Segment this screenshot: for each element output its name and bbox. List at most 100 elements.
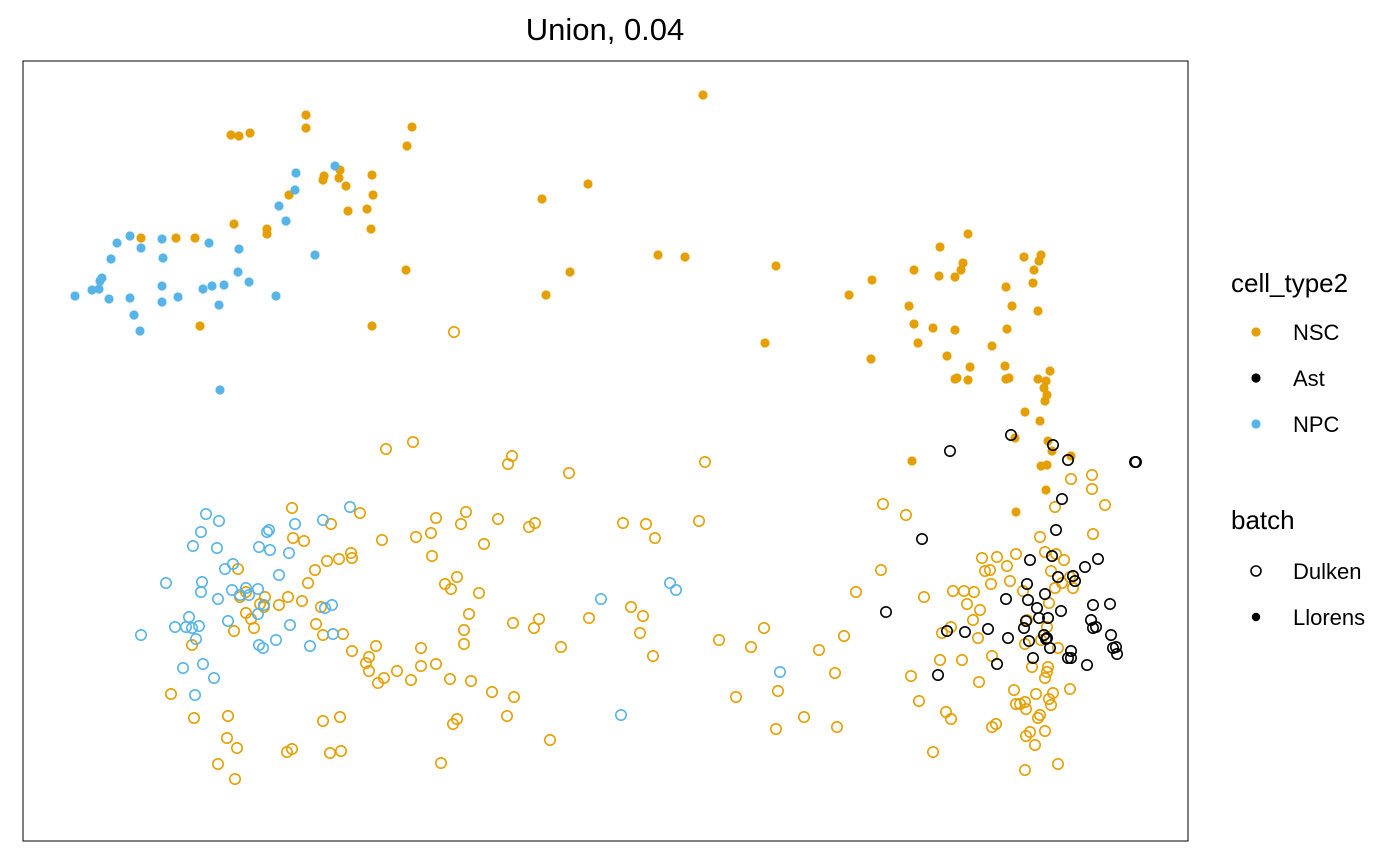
- data-point: [326, 627, 339, 640]
- data-point: [447, 325, 460, 338]
- data-point: [712, 633, 725, 646]
- data-point: [165, 687, 178, 700]
- data-point: [1046, 549, 1059, 562]
- data-point: [325, 598, 338, 611]
- data-point: [353, 506, 366, 519]
- legend-key: [1251, 419, 1261, 429]
- data-point: [1042, 611, 1055, 624]
- data-point: [95, 276, 105, 286]
- data-point: [522, 520, 535, 533]
- data-point: [1022, 634, 1035, 647]
- data-point: [1105, 628, 1118, 641]
- data-point: [369, 639, 382, 652]
- data-point: [401, 265, 411, 275]
- data-point: [899, 508, 912, 521]
- data-point: [917, 590, 930, 603]
- data-point: [950, 272, 960, 282]
- data-point: [812, 643, 825, 656]
- data-point: [1040, 632, 1053, 645]
- legend: cell_type2 NSC Ast NPC batch Dulken Llorens: [1231, 268, 1365, 630]
- data-point: [222, 614, 235, 627]
- data-point: [1041, 376, 1051, 386]
- data-point: [243, 588, 256, 601]
- data-point: [434, 756, 447, 769]
- legend-title: cell_type2: [1231, 268, 1348, 298]
- data-point: [1104, 597, 1117, 610]
- data-point: [939, 705, 952, 718]
- data-point: [457, 637, 470, 650]
- data-point: [301, 110, 311, 120]
- data-point: [771, 261, 781, 271]
- legend-title: batch: [1231, 505, 1295, 535]
- data-point: [362, 204, 372, 214]
- data-point: [212, 757, 225, 770]
- data-point: [129, 310, 139, 320]
- data-point: [135, 326, 145, 336]
- data-point: [344, 546, 357, 559]
- data-point: [214, 300, 224, 310]
- data-point: [409, 530, 422, 543]
- data-point: [1052, 641, 1065, 654]
- data-point: [262, 523, 275, 536]
- data-point: [334, 744, 347, 757]
- data-point: [429, 657, 442, 670]
- legend-key: [1251, 373, 1261, 383]
- data-point: [940, 624, 953, 637]
- data-point: [876, 497, 889, 510]
- data-point: [1000, 361, 1010, 371]
- data-point: [1028, 278, 1038, 288]
- data-point: [171, 233, 181, 243]
- data-point: [1049, 581, 1062, 594]
- data-point: [1045, 698, 1058, 711]
- data-point: [904, 301, 914, 311]
- data-point: [757, 621, 770, 634]
- data-point: [981, 622, 994, 635]
- data-point: [341, 181, 351, 191]
- data-point: [272, 598, 285, 611]
- data-point: [443, 672, 456, 685]
- data-point: [219, 280, 229, 290]
- data-point: [310, 250, 320, 260]
- data-point: [204, 238, 214, 248]
- data-point: [285, 501, 298, 514]
- data-point: [332, 552, 345, 565]
- data-point: [907, 456, 917, 466]
- data-point: [234, 588, 247, 601]
- data-point: [771, 684, 784, 697]
- data-point: [1026, 660, 1039, 673]
- data-point: [975, 551, 988, 564]
- data-point: [562, 466, 575, 479]
- data-point: [639, 517, 652, 530]
- data-point: [1041, 665, 1054, 678]
- data-point: [213, 514, 226, 527]
- data-point: [582, 611, 595, 624]
- data-point: [844, 290, 854, 300]
- data-point: [190, 233, 200, 243]
- data-point: [320, 554, 333, 567]
- data-point: [457, 623, 470, 636]
- data-point: [1039, 724, 1052, 737]
- data-point: [971, 631, 984, 644]
- data-point: [1081, 658, 1094, 671]
- data-point: [308, 563, 321, 576]
- data-point: [935, 242, 945, 252]
- data-point: [1007, 683, 1020, 696]
- data-point: [1021, 593, 1034, 606]
- data-point: [1049, 500, 1062, 513]
- data-point: [404, 673, 417, 686]
- data-point: [297, 534, 310, 547]
- data-point: [402, 141, 412, 151]
- scatter-points: [70, 90, 1143, 785]
- data-point: [136, 233, 146, 243]
- data-point: [1086, 468, 1099, 481]
- data-point: [362, 650, 375, 663]
- data-point: [984, 577, 997, 590]
- data-point: [169, 620, 182, 633]
- legend-label: Llorens: [1293, 605, 1365, 630]
- data-point: [1033, 374, 1043, 384]
- data-point: [234, 244, 244, 254]
- data-point: [459, 505, 472, 518]
- data-point: [157, 297, 167, 307]
- data-point: [1035, 416, 1045, 426]
- data-point: [955, 653, 968, 666]
